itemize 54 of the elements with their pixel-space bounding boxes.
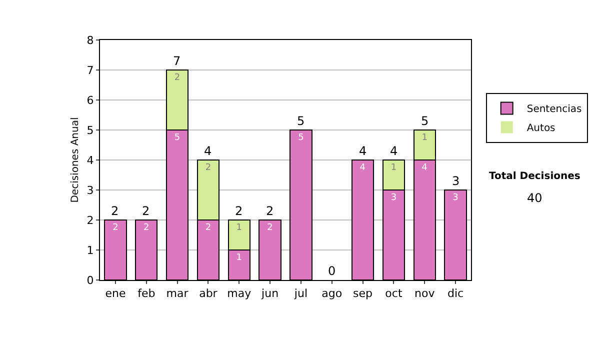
data-label: 2 — [174, 73, 180, 83]
y-tick-label: 1 — [86, 244, 94, 257]
y-tick-label: 8 — [86, 34, 94, 47]
data-label: 1 — [236, 223, 242, 233]
legend-label: Sentencias — [526, 104, 582, 116]
x-tick-label: ene — [105, 287, 126, 300]
x-tick-label: mar — [166, 287, 189, 300]
total-label: 3 — [452, 174, 460, 188]
total-label: 5 — [421, 114, 429, 128]
total-label: 4 — [359, 144, 367, 158]
total-label: 4 — [390, 144, 398, 158]
x-tick-label: jul — [293, 287, 308, 300]
x-tick-label: ago — [322, 287, 342, 300]
x-tick-label: oct — [385, 287, 403, 300]
data-label: 2 — [112, 223, 118, 233]
data-label: 5 — [174, 133, 180, 143]
legend-label: Autos — [526, 123, 556, 134]
data-label: 3 — [452, 193, 458, 203]
data-label: 5 — [298, 133, 304, 143]
text: 40 — [527, 191, 542, 205]
total-label: 5 — [297, 114, 305, 128]
total-label: 2 — [266, 204, 274, 218]
total-label: 4 — [204, 144, 212, 158]
y-tick-label: 2 — [86, 214, 94, 227]
data-label: 3 — [390, 193, 397, 203]
x-tick-label: jun — [260, 287, 279, 300]
data-label: 2 — [144, 223, 150, 233]
data-label: 2 — [205, 223, 212, 233]
y-tick-label: 0 — [86, 274, 94, 287]
y-tick-label: 3 — [86, 184, 94, 197]
x-tick-label: dic — [447, 287, 464, 300]
total-label: 2 — [142, 204, 150, 218]
x-tick-label: nov — [414, 287, 436, 300]
x-tick-label: feb — [138, 287, 156, 300]
data-label: 1 — [422, 133, 428, 143]
y-tick-label: 7 — [86, 64, 94, 77]
total-label: 2 — [111, 204, 119, 218]
y-tick-label: 4 — [86, 154, 94, 167]
data-label: 4 — [422, 163, 428, 173]
y-tick-label: 5 — [86, 124, 94, 137]
data-label: 4 — [360, 163, 366, 173]
x-tick-label: abr — [199, 287, 218, 300]
text: Total Decisiones — [489, 171, 580, 182]
data-label: 1 — [390, 163, 397, 173]
y-axis-title: Decisiones Anual — [70, 117, 81, 203]
total-label: 2 — [235, 204, 243, 218]
total-label: 7 — [173, 54, 181, 68]
data-label: 2 — [267, 223, 273, 233]
data-label: 2 — [205, 163, 212, 173]
total-label: 0 — [328, 264, 336, 278]
data-label: 1 — [236, 253, 242, 263]
x-tick-label: may — [227, 287, 252, 300]
x-tick-label: sep — [353, 287, 373, 300]
y-tick-label: 6 — [86, 94, 94, 107]
